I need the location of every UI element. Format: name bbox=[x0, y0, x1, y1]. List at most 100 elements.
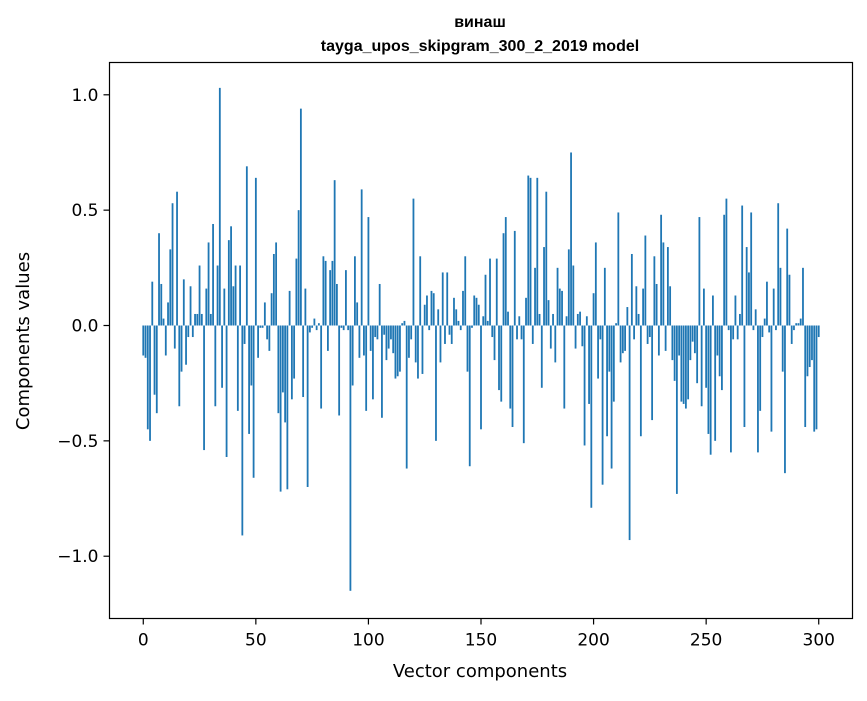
bar-component-196 bbox=[583, 325, 586, 446]
bar-component-244 bbox=[691, 325, 694, 342]
bar-component-181 bbox=[549, 325, 552, 349]
bar-component-117 bbox=[405, 325, 408, 469]
bar-component-229 bbox=[657, 325, 660, 356]
bar-component-251 bbox=[707, 325, 710, 434]
bar-component-33 bbox=[216, 265, 219, 326]
bar-component-186 bbox=[561, 290, 563, 326]
bar-component-250 bbox=[705, 325, 708, 388]
x-tick-label-250: 250 bbox=[690, 631, 722, 651]
bar-component-260 bbox=[727, 325, 730, 331]
bar-component-88 bbox=[340, 325, 343, 328]
bar-component-89 bbox=[342, 325, 345, 331]
bar-component-208 bbox=[610, 325, 613, 469]
bar-component-134 bbox=[444, 325, 446, 344]
bar-component-105 bbox=[378, 283, 381, 326]
bar-component-136 bbox=[448, 325, 451, 335]
bar-component-27 bbox=[203, 325, 205, 451]
bar-component-12 bbox=[169, 249, 172, 326]
bar-component-141 bbox=[459, 325, 462, 331]
bar-component-194 bbox=[579, 311, 581, 326]
bar-component-46 bbox=[245, 166, 248, 326]
bar-component-282 bbox=[777, 203, 780, 326]
bar-component-268 bbox=[745, 247, 748, 326]
bar-component-95 bbox=[356, 302, 359, 326]
bar-component-73 bbox=[306, 325, 309, 487]
bar-component-169 bbox=[522, 325, 525, 444]
bar-component-249 bbox=[703, 288, 705, 326]
bar-component-150 bbox=[480, 325, 482, 430]
bar-component-156 bbox=[493, 325, 496, 361]
bar-component-13 bbox=[171, 203, 174, 326]
bar-component-201 bbox=[594, 242, 597, 326]
bar-component-67 bbox=[293, 325, 296, 379]
bar-component-110 bbox=[390, 325, 392, 340]
bar-component-266 bbox=[741, 205, 744, 326]
bar-component-43 bbox=[239, 265, 241, 326]
bar-component-258 bbox=[723, 214, 726, 326]
bar-component-203 bbox=[599, 325, 602, 340]
bar-component-206 bbox=[606, 325, 608, 437]
bar-component-263 bbox=[734, 295, 737, 326]
bar-component-74 bbox=[308, 325, 311, 333]
bar-component-219 bbox=[635, 286, 638, 326]
bar-component-51 bbox=[257, 325, 259, 358]
bar-component-210 bbox=[615, 323, 617, 326]
bar-component-48 bbox=[250, 325, 253, 386]
bar-component-173 bbox=[531, 325, 534, 344]
bar-component-124 bbox=[421, 325, 424, 374]
bar-component-59 bbox=[275, 242, 278, 326]
bar-component-135 bbox=[446, 272, 449, 326]
bar-component-127 bbox=[428, 325, 431, 331]
bar-component-137 bbox=[450, 325, 453, 344]
bar-component-102 bbox=[372, 325, 374, 400]
bar-component-189 bbox=[567, 249, 570, 326]
bar-component-294 bbox=[804, 325, 807, 428]
bar-component-25 bbox=[198, 265, 201, 326]
bar-component-20 bbox=[187, 325, 190, 338]
bar-component-94 bbox=[354, 256, 356, 326]
bar-component-155 bbox=[491, 325, 494, 338]
bar-component-247 bbox=[698, 217, 701, 326]
bar-component-3 bbox=[149, 325, 151, 441]
bar-component-170 bbox=[525, 297, 527, 326]
bar-component-195 bbox=[581, 325, 584, 347]
bar-component-193 bbox=[576, 313, 579, 326]
bar-component-237 bbox=[675, 325, 678, 494]
bar-component-120 bbox=[412, 198, 415, 326]
bar-component-64 bbox=[286, 325, 289, 490]
bar-component-149 bbox=[477, 304, 480, 326]
bar-component-167 bbox=[518, 316, 521, 326]
bar-component-21 bbox=[189, 286, 192, 326]
bar-component-1 bbox=[144, 325, 147, 358]
bar-component-31 bbox=[212, 223, 214, 326]
bar-component-29 bbox=[207, 242, 210, 326]
bar-component-223 bbox=[644, 235, 647, 326]
bar-component-113 bbox=[396, 325, 399, 377]
bar-component-61 bbox=[279, 325, 282, 492]
bar-component-241 bbox=[684, 325, 687, 409]
bar-component-114 bbox=[399, 325, 401, 372]
bar-component-54 bbox=[263, 302, 266, 326]
bar-component-38 bbox=[227, 240, 230, 326]
bar-component-202 bbox=[597, 325, 599, 379]
bar-component-280 bbox=[772, 288, 775, 326]
bar-component-174 bbox=[534, 267, 536, 326]
bar-component-212 bbox=[619, 325, 622, 363]
bar-component-168 bbox=[520, 325, 523, 340]
x-tick-label-100: 100 bbox=[352, 631, 384, 651]
bar-component-248 bbox=[700, 325, 703, 407]
bar-component-96 bbox=[358, 325, 361, 358]
y-tick-label-3: 0.5 bbox=[71, 201, 98, 221]
bar-component-77 bbox=[315, 325, 318, 331]
bar-component-221 bbox=[639, 325, 642, 437]
bar-component-279 bbox=[770, 325, 773, 432]
bar-component-80 bbox=[322, 256, 325, 326]
bar-component-287 bbox=[788, 274, 791, 326]
bar-component-226 bbox=[651, 325, 654, 421]
bar-component-2 bbox=[146, 325, 149, 430]
bar-component-216 bbox=[628, 325, 631, 541]
bar-component-62 bbox=[281, 325, 284, 393]
bar-component-146 bbox=[471, 325, 473, 328]
bar-component-198 bbox=[588, 325, 590, 404]
bar-component-142 bbox=[462, 290, 464, 326]
